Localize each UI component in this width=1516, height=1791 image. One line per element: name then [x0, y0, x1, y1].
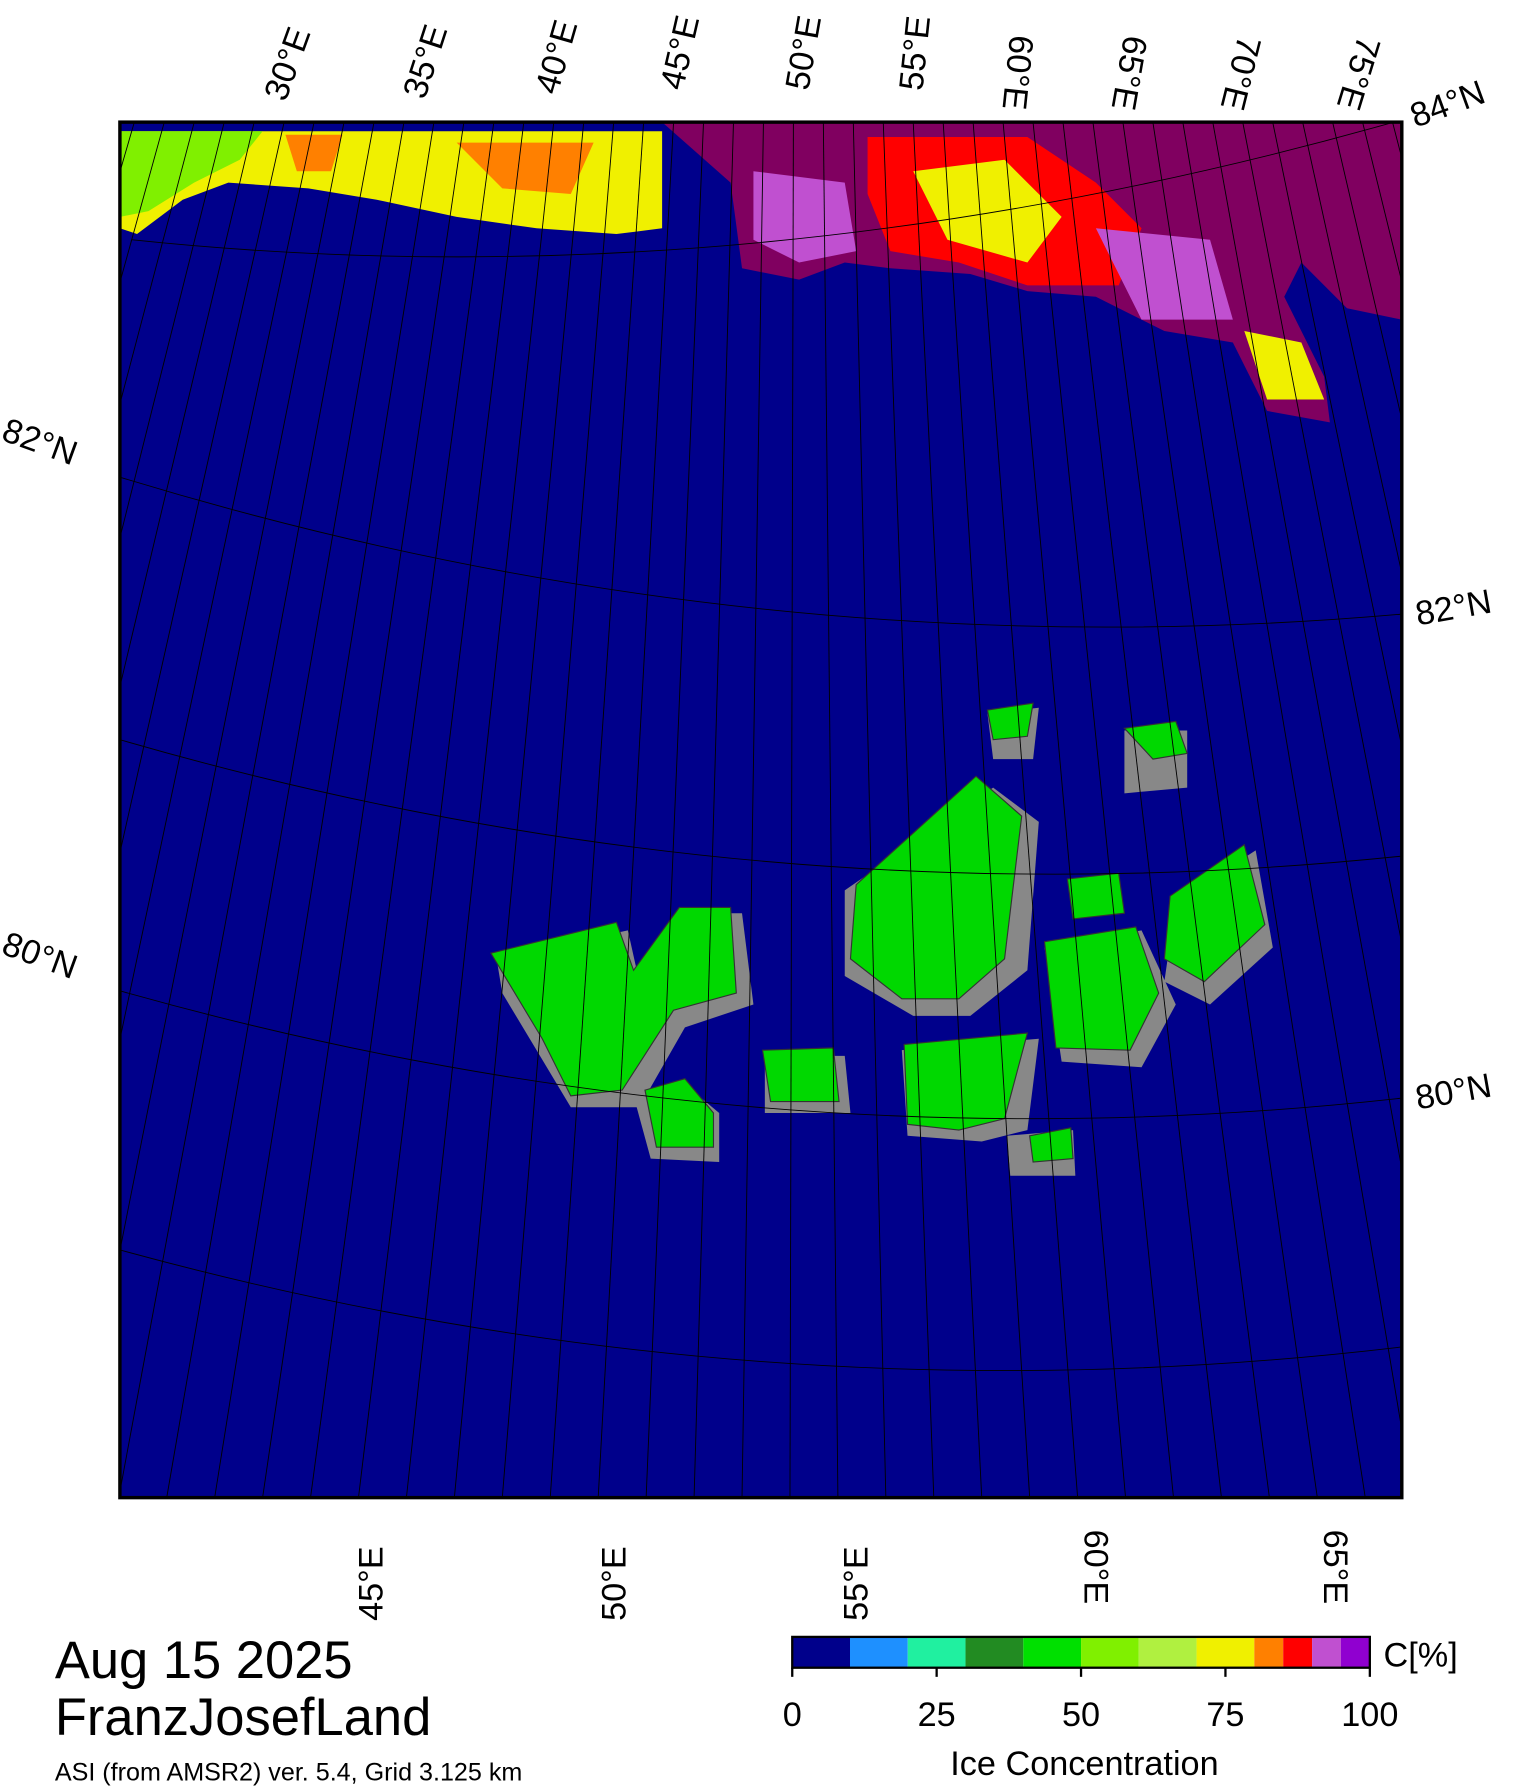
- meridian: [119, 122, 375, 1494]
- colorbar-tick-label: 0: [783, 1696, 802, 1734]
- meridian: [549, 122, 645, 1498]
- meridian: [119, 122, 195, 406]
- colorbar-bin: [792, 1636, 851, 1668]
- colorbar-tick-label: 75: [1206, 1696, 1244, 1734]
- bottom-lon-label: 55°E: [838, 1546, 876, 1621]
- meridian: [882, 122, 935, 1498]
- colorbar-tick-label: 100: [1341, 1696, 1398, 1734]
- meridian: [119, 122, 255, 689]
- meridian: [358, 122, 525, 1498]
- colorbar-tick-label: 25: [918, 1696, 956, 1734]
- meridian: [693, 122, 734, 1498]
- bottom-lon-label: 45°E: [352, 1546, 390, 1621]
- parallel: [119, 990, 1402, 1120]
- meridian: [852, 122, 887, 1498]
- parallel: [119, 476, 1402, 628]
- meridian: [119, 122, 165, 285]
- meridian: [1332, 122, 1402, 422]
- meridian: [405, 122, 555, 1498]
- meridian: [1062, 122, 1222, 1498]
- map-frame: [118, 120, 1404, 1500]
- meridian: [166, 122, 405, 1498]
- meridian: [214, 122, 435, 1498]
- colorbar: 0 25 50 75 100: [783, 1635, 1398, 1734]
- colorbar-title: Ice Concentration: [950, 1745, 1218, 1783]
- parallel: [131, 122, 1396, 258]
- meridian: [741, 122, 764, 1498]
- meridian: [262, 122, 465, 1498]
- meridian: [597, 122, 675, 1498]
- parallel: [119, 739, 1402, 875]
- meridian: [1152, 122, 1366, 1498]
- ice-band: [913, 159, 1325, 400]
- top-lon-label: 55°E: [893, 14, 939, 92]
- colorbar-bin: [1196, 1636, 1255, 1668]
- graticule: [119, 122, 1402, 1498]
- date: Aug 15 2025: [55, 1631, 353, 1690]
- meridian: [119, 122, 315, 1042]
- meridian: [1272, 122, 1402, 749]
- colorbar-unit: C[%]: [1384, 1637, 1458, 1675]
- bottom-lon-label: 50°E: [596, 1546, 634, 1621]
- colorbar-bin: [1081, 1636, 1139, 1668]
- meridian: [501, 122, 615, 1498]
- meridian: [1302, 122, 1402, 576]
- source: ASI (from AMSR2) ver. 5.4, Grid 3.125 km: [55, 1759, 522, 1787]
- colorbar-bin: [1312, 1636, 1341, 1668]
- colorbar-bin: [1023, 1636, 1082, 1668]
- colorbar-bin: [1138, 1636, 1197, 1668]
- meridian: [822, 122, 839, 1498]
- meridian: [119, 122, 345, 1253]
- region: FranzJosefLand: [55, 1688, 431, 1747]
- colorbar-bin: [850, 1636, 908, 1668]
- meridian: [453, 122, 585, 1498]
- meridian: [972, 122, 1079, 1498]
- meridian: [1092, 122, 1270, 1498]
- map-area: [119, 122, 1402, 1498]
- meridian: [1182, 122, 1402, 1433]
- ice-band: [753, 171, 1233, 320]
- meridian: [1242, 122, 1402, 946]
- meridian: [119, 122, 225, 540]
- bottom-lon-label: 60°E: [1076, 1530, 1114, 1605]
- bottom-lon-label: 65°E: [1316, 1530, 1354, 1605]
- colorbar-bin: [965, 1636, 1024, 1668]
- top-lon-label: 60°E: [995, 33, 1041, 111]
- meridian: [1212, 122, 1402, 1172]
- colorbar-bin: [1340, 1636, 1370, 1668]
- meridian: [1032, 122, 1174, 1498]
- meridian: [912, 122, 983, 1498]
- meridian: [1002, 122, 1127, 1498]
- meridian: [310, 122, 495, 1498]
- land: [490, 702, 1266, 1163]
- parallel: [119, 1249, 1402, 1372]
- meridian: [942, 122, 1031, 1498]
- colorbar-bin: [1254, 1636, 1284, 1668]
- colorbar-bin: [907, 1636, 966, 1668]
- meridian: [119, 122, 285, 855]
- colorbar-tick-label: 50: [1062, 1696, 1100, 1734]
- meridian: [645, 122, 704, 1498]
- colorbar-bin: [1283, 1636, 1313, 1668]
- meridian: [789, 122, 794, 1498]
- meridian: [1122, 122, 1318, 1498]
